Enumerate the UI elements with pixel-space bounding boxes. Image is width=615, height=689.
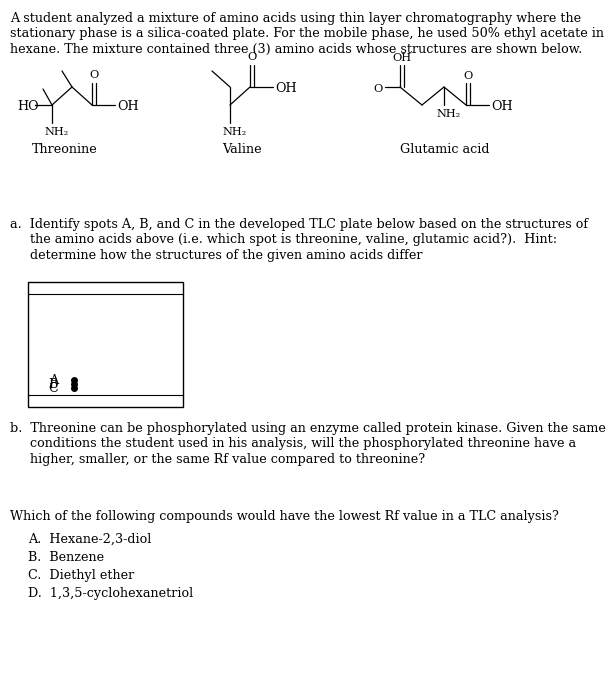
Text: O: O — [247, 52, 256, 62]
Text: OH: OH — [491, 99, 513, 112]
Text: C: C — [48, 382, 58, 395]
Text: OH: OH — [117, 99, 138, 112]
Text: stationary phase is a silica-coated plate. For the mobile phase, he used 50% eth: stationary phase is a silica-coated plat… — [10, 28, 604, 41]
Text: B.  Benzene: B. Benzene — [28, 551, 104, 564]
Text: Threonine: Threonine — [32, 143, 98, 156]
Text: O: O — [463, 71, 472, 81]
Text: HO: HO — [17, 101, 39, 114]
Text: b.  Threonine can be phosphorylated using an enzyme called protein kinase. Given: b. Threonine can be phosphorylated using… — [10, 422, 606, 435]
Text: Which of the following compounds would have the lowest Rf value in a TLC analysi: Which of the following compounds would h… — [10, 510, 559, 523]
Text: B: B — [49, 378, 58, 391]
Text: a.  Identify spots A, B, and C in the developed TLC plate below based on the str: a. Identify spots A, B, and C in the dev… — [10, 218, 588, 231]
Text: A: A — [49, 373, 58, 387]
Text: conditions the student used in his analysis, will the phosphorylated threonine h: conditions the student used in his analy… — [10, 438, 576, 451]
Text: D.  1,3,5-cyclohexanetriol: D. 1,3,5-cyclohexanetriol — [28, 587, 193, 599]
Text: C.  Diethyl ether: C. Diethyl ether — [28, 569, 134, 582]
Text: higher, smaller, or the same Rf value compared to threonine?: higher, smaller, or the same Rf value co… — [10, 453, 425, 466]
Text: hexane. The mixture contained three (3) amino acids whose structures are shown b: hexane. The mixture contained three (3) … — [10, 43, 582, 56]
Text: NH₂: NH₂ — [44, 127, 68, 137]
Text: A student analyzed a mixture of amino acids using thin layer chromatography wher: A student analyzed a mixture of amino ac… — [10, 12, 581, 25]
Text: A.  Hexane-2,3-diol: A. Hexane-2,3-diol — [28, 533, 151, 546]
Text: Glutamic acid: Glutamic acid — [400, 143, 490, 156]
Bar — [28, 282, 183, 407]
Text: Valine: Valine — [222, 143, 262, 156]
Text: OH: OH — [392, 53, 411, 63]
Text: determine how the structures of the given amino acids differ: determine how the structures of the give… — [10, 249, 423, 262]
Text: the amino acids above (i.e. which spot is threonine, valine, glutamic acid?).  H: the amino acids above (i.e. which spot i… — [10, 234, 557, 247]
Text: NH₂: NH₂ — [436, 109, 460, 119]
Text: O: O — [374, 84, 383, 94]
Text: NH₂: NH₂ — [222, 127, 246, 137]
Text: OH: OH — [275, 81, 296, 94]
Text: O: O — [89, 70, 98, 80]
